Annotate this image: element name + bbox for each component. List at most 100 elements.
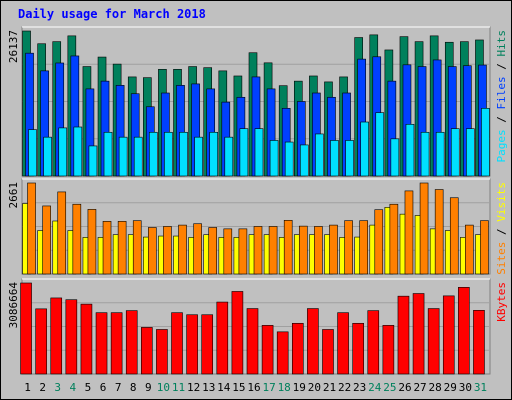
bar-kbytes-day-8 [125,310,138,375]
legend-top: Pages / Files / Hits [495,30,508,163]
x-tick-label-day-9: 9 [145,381,152,394]
bar-kbytes-day-22 [337,312,349,375]
legend-entry: / [495,57,508,77]
bar-sites-day-23 [359,220,368,275]
bar-kbytes-day-26 [397,295,410,375]
bar-sites-day-5 [87,209,97,275]
x-tick-label-day-27: 27 [413,381,426,394]
bar-sites-day-1 [27,182,36,275]
bar-kbytes-day-11 [171,312,183,375]
bar-kbytes-day-10 [156,329,168,375]
x-tick-label-day-19: 19 [293,381,306,394]
bar-pages-day-22 [345,140,354,177]
bar-pages-day-20 [315,133,324,177]
bar-sites-day-16 [253,226,263,275]
bar-sites-day-2 [42,205,51,275]
bar-kbytes-day-7 [110,312,123,375]
bar-sites-day-31 [480,220,489,275]
bar-pages-day-31 [481,108,490,177]
bar-pages-day-8 [133,136,143,177]
bar-kbytes-day-6 [95,312,108,375]
bar-kbytes-day-21 [322,329,334,375]
bar-sites-day-28 [434,189,444,275]
bar-sites-day-30 [465,224,474,275]
bar-sites-day-22 [344,220,353,275]
x-tick-label-day-6: 6 [100,381,107,394]
bar-pages-day-18 [284,141,294,177]
bar-pages-day-4 [73,126,83,177]
x-tick-label-day-7: 7 [115,381,122,394]
x-tick-label-day-11: 11 [172,381,185,394]
bar-sites-day-11 [178,224,187,275]
bar-kbytes-day-24 [367,310,380,375]
bar-sites-day-21 [329,224,338,275]
bar-pages-day-10 [164,131,173,177]
bar-sites-day-6 [102,221,112,275]
bar-sites-day-27 [419,182,429,275]
bar-kbytes-day-19 [291,322,304,375]
x-tick-label-day-16: 16 [247,381,260,394]
bar-sites-day-15 [238,228,248,275]
bar-kbytes-day-13 [201,314,214,375]
legend-entry: / [495,110,508,130]
bar-pages-day-7 [118,136,128,177]
bar-pages-day-12 [194,136,203,177]
x-tick-label-day-10: 10 [157,381,170,394]
bar-pages-day-17 [269,140,279,177]
bar-sites-day-13 [208,227,218,275]
ymax-label-top: 26137 [7,30,20,63]
bar-kbytes-day-17 [261,325,274,375]
ymax-label-middle: 2661 [7,182,20,209]
x-tick-label-day-30: 30 [459,381,472,394]
bar-kbytes-day-5 [80,303,93,375]
bar-sites-day-19 [298,225,308,275]
x-tick-label-day-25: 25 [383,381,396,394]
bar-kbytes-day-27 [412,293,425,375]
x-tick-label-day-8: 8 [130,381,137,394]
x-tick-label-day-28: 28 [429,381,442,394]
bar-sites-day-29 [449,197,459,275]
bar-kbytes-day-16 [246,308,259,375]
bar-pages-day-16 [254,128,264,177]
bar-pages-day-23 [360,121,369,177]
x-tick-label-day-31: 31 [474,381,487,394]
bar-kbytes-day-29 [442,295,455,375]
chart-title: Daily usage for March 2018 [18,7,206,21]
x-tick-label-day-18: 18 [278,381,291,394]
x-tick-label-day-5: 5 [85,381,92,394]
bar-sites-day-9 [148,227,157,275]
bar-sites-day-26 [404,190,414,275]
x-tick-label-day-20: 20 [308,381,321,394]
bar-pages-day-28 [435,131,445,177]
bar-kbytes-day-2 [35,308,47,375]
bar-pages-day-29 [450,128,460,177]
bar-pages-day-21 [330,140,339,177]
legend-entry: Hits [495,30,508,57]
bar-kbytes-day-1 [20,282,32,375]
bar-pages-day-6 [103,131,113,177]
bar-sites-day-10 [163,226,172,275]
ymax-label-bottom: 3086664 [7,282,20,329]
x-tick-label-day-21: 21 [323,381,336,394]
legend-entry: Files [495,76,508,109]
bar-sites-day-7 [117,221,127,275]
bar-pages-day-1 [28,129,37,177]
x-tick-label-day-3: 3 [54,381,61,394]
x-tick-label-day-17: 17 [262,381,275,394]
x-tick-label-day-26: 26 [398,381,411,394]
x-tick-label-day-23: 23 [353,381,366,394]
bar-kbytes-day-14 [216,301,229,375]
bar-sites-day-25 [389,203,399,275]
legend-middle: Sites / Visits [495,182,508,275]
bar-sites-day-20 [314,226,323,275]
bar-sites-day-4 [72,203,82,275]
bar-kbytes-day-4 [65,299,78,375]
bar-pages-day-2 [43,136,52,177]
bar-pages-day-26 [405,123,415,177]
bar-kbytes-day-23 [352,322,364,375]
bar-pages-day-5 [88,145,98,177]
legend-entry: / [495,222,508,242]
bar-pages-day-19 [299,144,309,177]
bar-pages-day-27 [420,131,430,177]
